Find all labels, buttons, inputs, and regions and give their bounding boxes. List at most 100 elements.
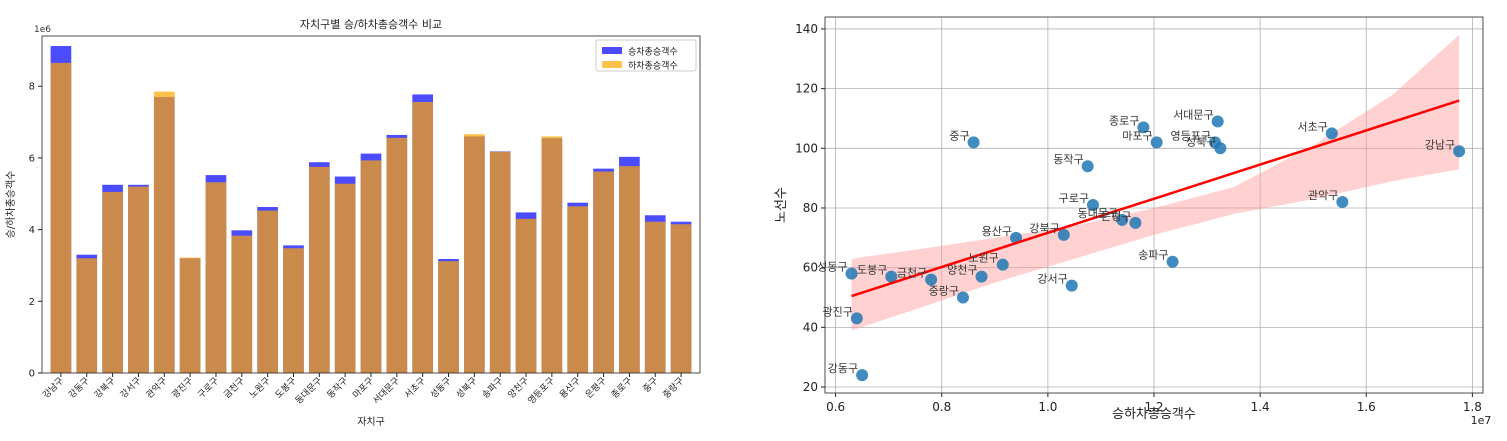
- x-tick-label: 은평구: [583, 375, 608, 400]
- bar: [128, 186, 149, 373]
- scatter-point: [975, 270, 988, 283]
- x-tick-label: 동작구: [325, 375, 350, 400]
- bar: [102, 191, 123, 373]
- bar: [334, 183, 356, 373]
- x-tick-label: 1.2: [1144, 400, 1163, 414]
- bar: [644, 221, 666, 373]
- x-tick-label: 노원구: [247, 375, 272, 400]
- scatter-point: [1116, 213, 1129, 226]
- point-label: 종로구: [1109, 114, 1139, 127]
- legend-label: 승차총승객수: [628, 46, 678, 58]
- x-tick-label: 금천구: [222, 375, 247, 400]
- bar: [179, 257, 201, 373]
- scatter-point: [1065, 279, 1078, 292]
- x-tick-label: 0.8: [932, 400, 951, 414]
- x-tick-label: 광진구: [169, 375, 195, 401]
- scatter-point: [1086, 199, 1099, 211]
- x-tick-label: 동대문구: [293, 375, 324, 406]
- bar: [567, 206, 589, 373]
- point-label: 서대문구: [1173, 108, 1213, 121]
- bar: [50, 62, 72, 373]
- point-label: 마포구: [1122, 129, 1152, 142]
- point-label: 강남구: [1425, 138, 1455, 151]
- scatter-point: [1057, 228, 1070, 241]
- x-tick-label: 서대문구: [371, 375, 402, 406]
- x-tick-label: 1.6: [1357, 400, 1376, 414]
- scatter-point: [1137, 121, 1150, 134]
- x-tick-label: 성동구: [428, 375, 453, 400]
- x-tick-label: 0.6: [826, 400, 845, 414]
- x-offset-label: 1e7: [1471, 414, 1492, 427]
- point-label: 강서구: [1037, 273, 1067, 286]
- scatter-point: [1211, 115, 1224, 128]
- bar: [670, 224, 692, 373]
- grid: [825, 17, 1483, 393]
- point-label: 관악구: [1308, 189, 1338, 202]
- x-tick-label: 송파구: [480, 375, 505, 400]
- point-label: 동작구: [1053, 153, 1083, 166]
- point-label: 성북구: [1186, 135, 1216, 148]
- point-label: 서초구: [1297, 120, 1327, 133]
- point-label: 중구: [949, 129, 969, 142]
- point-label: 중랑구: [929, 285, 959, 298]
- x-axis-label: 승하차총승객수: [1112, 407, 1196, 422]
- bar: [231, 235, 253, 373]
- legend-swatch: [602, 47, 622, 54]
- x-tick-label: 1.8: [1463, 400, 1482, 414]
- x-axis-label: 자치구: [357, 416, 385, 428]
- point-label: 구로구: [1059, 192, 1089, 205]
- x-tick-label: 성북구: [454, 375, 479, 400]
- scatter-point: [1209, 136, 1222, 149]
- scatter-point: [856, 369, 869, 382]
- legend-swatch: [602, 61, 622, 68]
- y-tick-label: 140: [795, 22, 818, 36]
- point-label: 은평구: [1101, 210, 1131, 223]
- x-tick-label: 1.4: [1251, 400, 1270, 414]
- bar: [283, 248, 304, 373]
- y-tick-label: 2: [29, 297, 35, 308]
- scatter-point: [996, 258, 1009, 271]
- bar: [386, 137, 408, 373]
- y-tick-label: 80: [803, 201, 818, 215]
- point-label: 금천구: [897, 266, 927, 280]
- bar: [464, 134, 485, 373]
- x-tick-label: 강남구: [41, 375, 66, 400]
- y-tick-label: 0: [29, 369, 35, 380]
- x-tick-label: 강북구: [92, 375, 117, 400]
- x-tick-label: 영등포구: [526, 375, 557, 406]
- x-tick-label: 1.0: [1038, 400, 1057, 414]
- y-tick-label: 20: [803, 380, 818, 394]
- scatter-point: [967, 136, 980, 149]
- scatter-chart-panel: 강남구 강동구 강북구 강서구 관악구 광진구 구로구 금천구 노원구 도봉구 동대문구 동작구 마포구…: [760, 0, 1507, 441]
- scatter-point: [1325, 127, 1338, 140]
- bar: [308, 166, 330, 373]
- point-label: 영등포구: [1171, 129, 1211, 142]
- scatter-point: [1081, 160, 1094, 173]
- x-tick-label: 종로구: [609, 375, 634, 400]
- series-2: [50, 62, 692, 374]
- point-label: 양천구: [947, 263, 977, 277]
- y-tick-label: 60: [803, 261, 818, 275]
- bar: [257, 210, 278, 373]
- x-tick-label: 구로구: [196, 375, 221, 400]
- point-label: 성동구: [817, 261, 847, 274]
- confidence-band: [851, 34, 1460, 331]
- scatter-point: [850, 312, 863, 325]
- x-tick-label: 용산구: [557, 375, 582, 400]
- scatter-point: [1453, 145, 1466, 158]
- y-tick-label: 8: [29, 82, 35, 93]
- bar: [412, 101, 434, 374]
- y-tick-label: 4: [29, 225, 35, 236]
- x-tick-label: 도봉구: [273, 375, 298, 400]
- y-tick-label: 120: [795, 82, 818, 96]
- scatter-point: [845, 267, 858, 280]
- chart-title: 자치구별 승/하차총승객수 비교: [300, 17, 442, 31]
- point-label: 강북구: [1029, 222, 1059, 235]
- bar-chart: 자치구별 승/하차총승객수 비교 1e6 0 2 4 6 8 강남구 강동구 강북구 강서구 관악구 광…: [4, 17, 701, 428]
- point-label: 광진구: [822, 305, 852, 318]
- scatter-point: [956, 291, 969, 304]
- legend-label: 하차총승객수: [628, 60, 678, 72]
- scatter-point: [1129, 216, 1142, 229]
- x-tick-label: 강동구: [67, 375, 92, 400]
